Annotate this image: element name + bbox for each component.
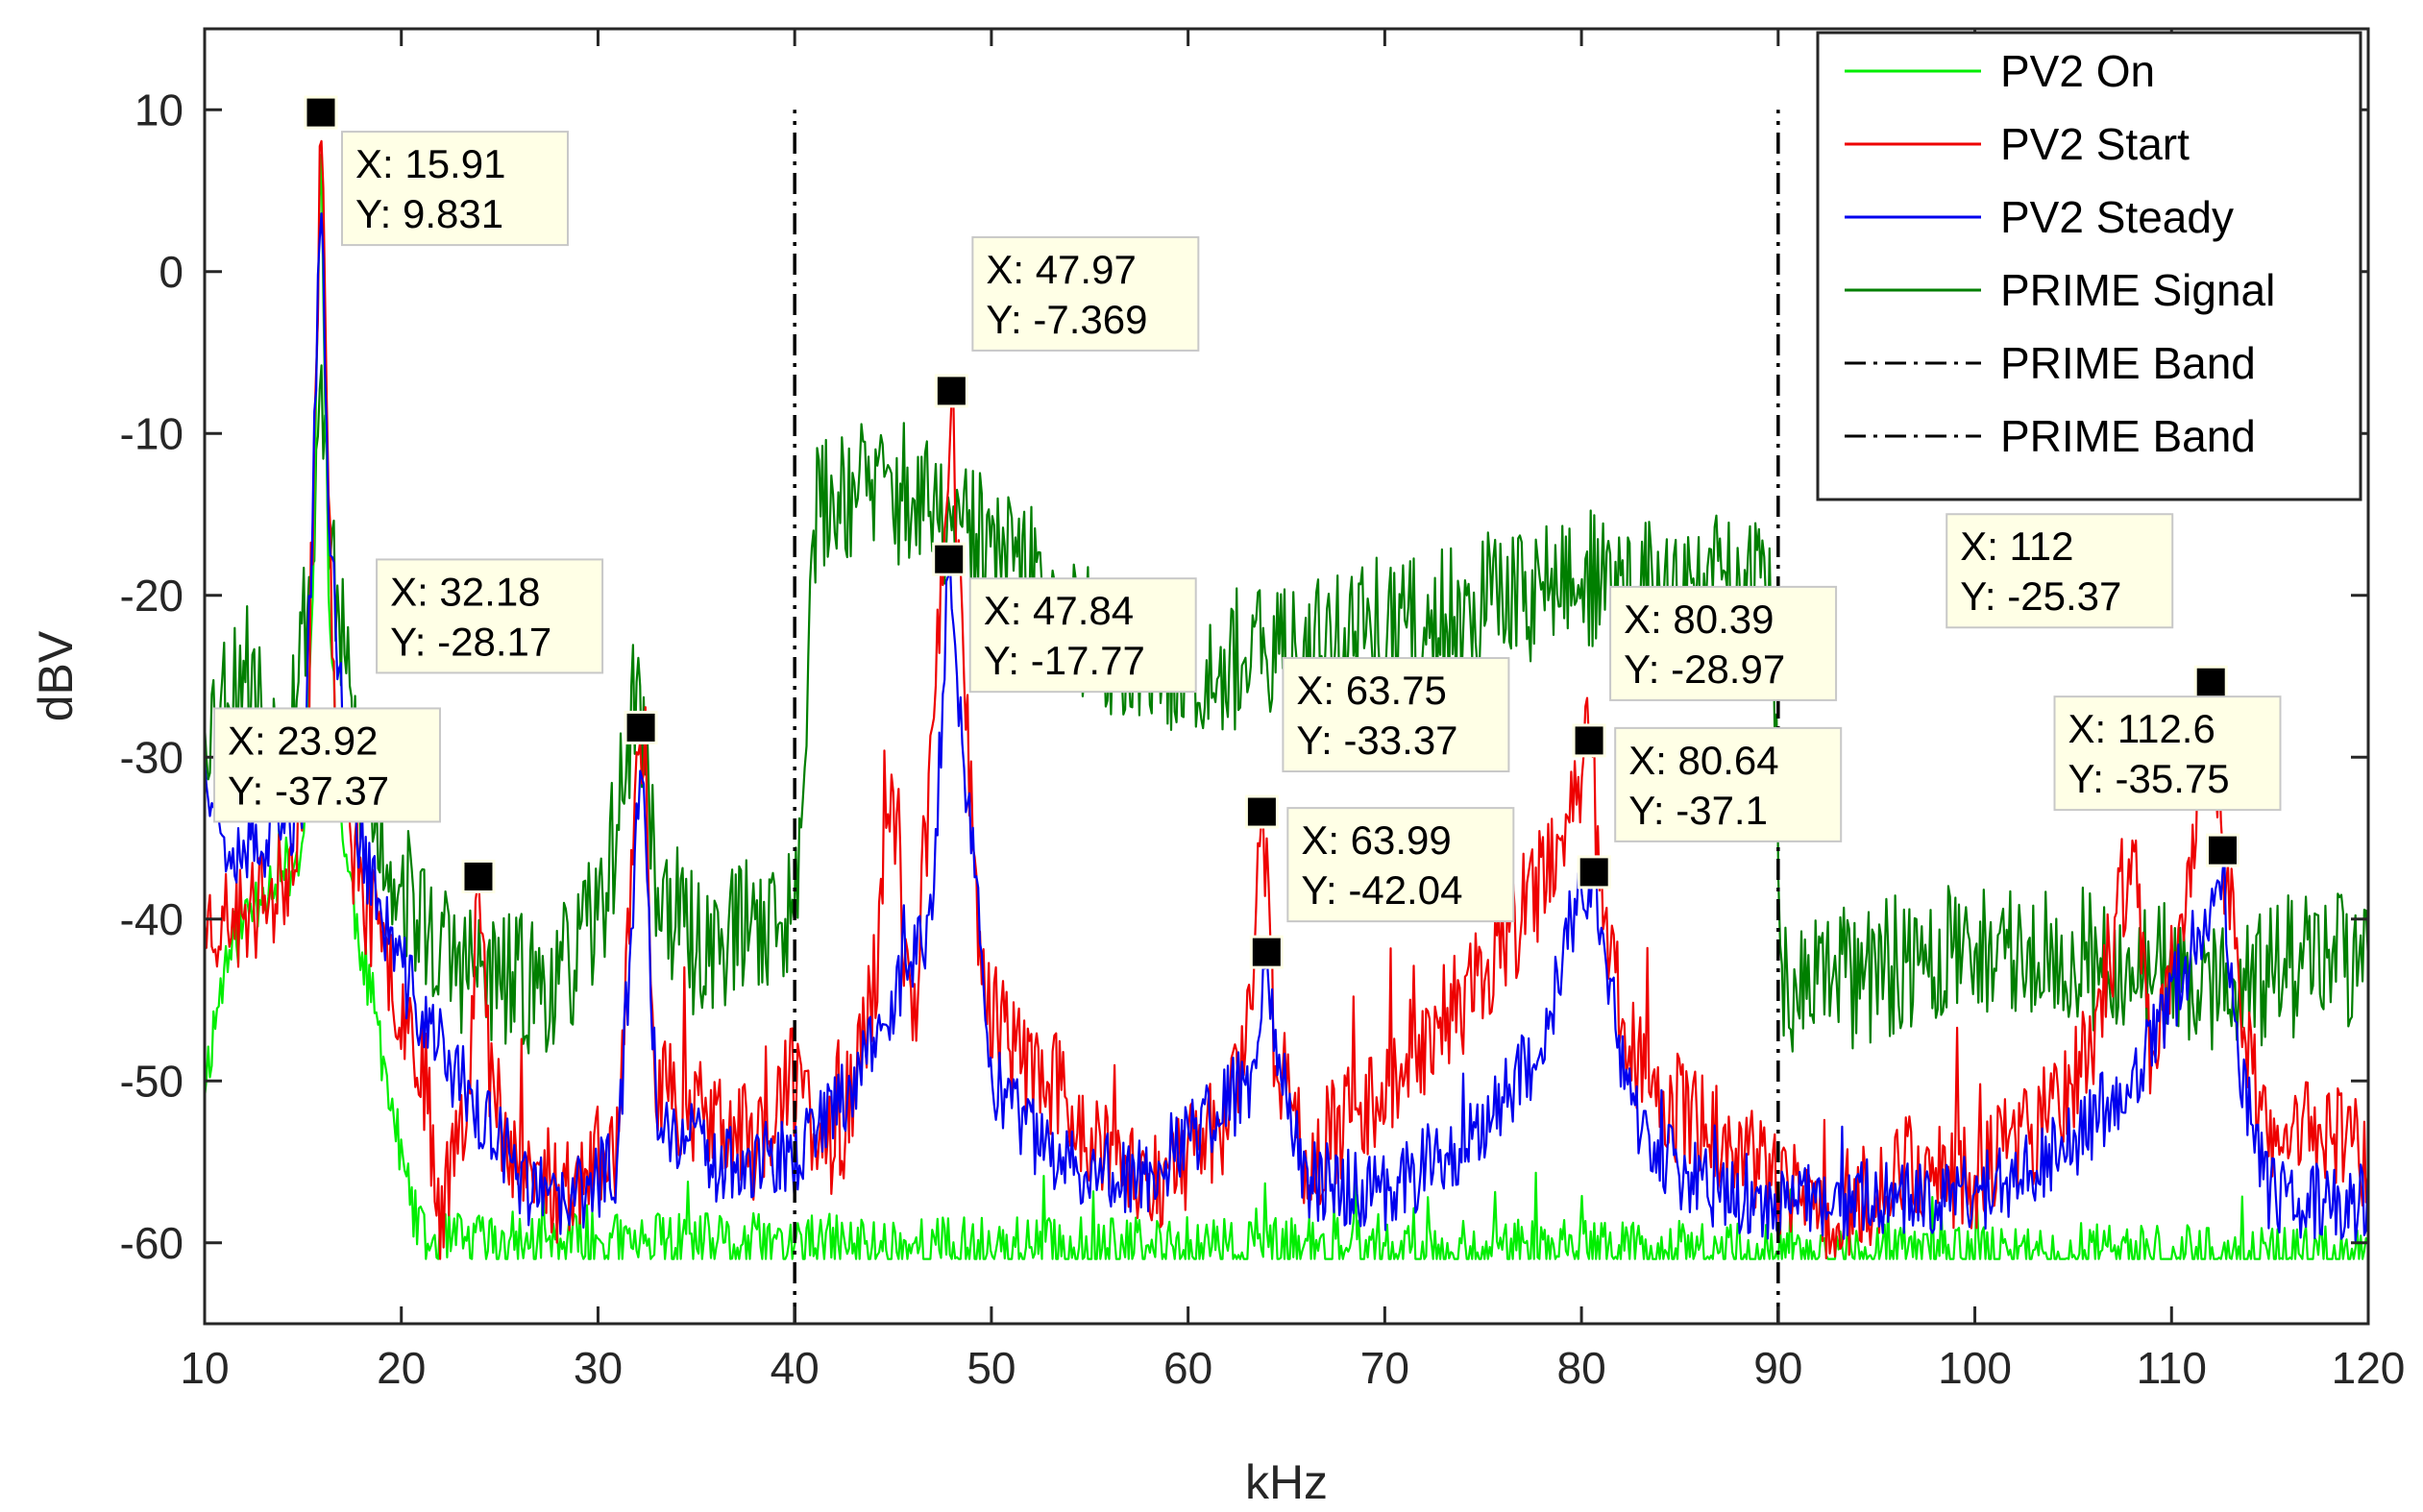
- legend-label: PRIME Band: [2000, 411, 2256, 461]
- datatip-box: [1946, 513, 2174, 629]
- y-tick-label: -40: [120, 894, 184, 944]
- legend: PV2 On PV2 Start PV2 Steady PRIME Signal PRI…: [1816, 31, 2362, 501]
- datatip-y-label: Y: -35.75: [2068, 756, 2230, 801]
- datatip[interactable]: X: 63.99Y: -42.04: [1249, 807, 1515, 969]
- datatip-box: [1609, 585, 1838, 701]
- datatip-y-label: Y: -42.04: [1301, 867, 1462, 913]
- datatip-x-label: X: 32.18: [390, 569, 540, 614]
- datatip-box: [1282, 657, 1510, 773]
- datatip[interactable]: X: 15.91 Y: 9.831: [304, 95, 569, 247]
- datatip-marker[interactable]: [1244, 794, 1279, 829]
- datatip[interactable]: X: 32.18 Y: -28.17: [376, 558, 658, 744]
- datatip-y-label: Y: -28.17: [390, 619, 551, 664]
- x-tick-label: 60: [1163, 1343, 1212, 1393]
- datatip-x-label: X: 112: [1960, 524, 2073, 569]
- datatip-x-label: X: 63.75: [1296, 668, 1446, 713]
- y-tick-label: -10: [120, 408, 184, 458]
- datatip[interactable]: X: 80.39Y: -28.97: [1572, 585, 1838, 758]
- datatip-x-label: X: 23.92: [228, 718, 378, 763]
- y-tick-label: 10: [135, 85, 184, 134]
- datatip[interactable]: X: 80.64 Y: -37.1: [1577, 726, 1843, 890]
- ticks-layer: 10 20 30 40 50 60 70 80 90 100 110 120100-10-20-30-…: [120, 29, 2406, 1393]
- datatip-marker[interactable]: [932, 542, 967, 576]
- datatip-y-label: Y: -37.37: [228, 768, 389, 813]
- legend-label: PV2 Steady: [2000, 192, 2234, 242]
- datatip-box: [376, 558, 604, 674]
- x-axis-title: kHz: [1245, 1455, 1328, 1509]
- datatip-box: [968, 577, 1197, 694]
- x-tick-label: 80: [1557, 1343, 1606, 1393]
- datatip-box: [971, 235, 1200, 352]
- datatip-x-label: X: 80.64: [1628, 738, 1778, 783]
- datatip-marker[interactable]: [1577, 855, 1611, 890]
- datatip-y-label: Y: -17.77: [984, 638, 1145, 683]
- x-tick-label: 10: [180, 1343, 229, 1393]
- y-tick-label: -30: [120, 732, 184, 782]
- x-tick-label: 100: [1938, 1343, 2012, 1393]
- x-tick-label: 90: [1753, 1343, 1802, 1393]
- datatip-x-label: X: 47.84: [984, 588, 1134, 633]
- x-tick-label: 70: [1360, 1343, 1409, 1393]
- datatip-marker[interactable]: [934, 374, 968, 408]
- datatip[interactable]: X: 47.84 Y: -17.77: [932, 542, 1197, 694]
- datatip-x-label: X: 47.97: [986, 247, 1136, 292]
- datatip[interactable]: X: 112.6 Y: -35.75: [2053, 695, 2282, 867]
- datatip-x-label: X: 80.39: [1624, 597, 1774, 642]
- datatip[interactable]: X: 63.75 Y: -33.37: [1244, 657, 1510, 829]
- y-tick-label: 0: [159, 247, 184, 297]
- datatip-box: [2053, 695, 2282, 812]
- plot-frame: [203, 27, 2370, 1326]
- datatip-marker[interactable]: [2206, 833, 2240, 867]
- datatip-y-label: Y: -25.37: [1960, 573, 2121, 619]
- datatip-marker[interactable]: [304, 95, 338, 130]
- datatip-marker[interactable]: [2193, 665, 2228, 699]
- datatip-box: [340, 131, 569, 247]
- series-line-pv2-steady: [205, 212, 2368, 1242]
- series-layer: [205, 110, 2368, 1324]
- datatip[interactable]: X: 23.92 Y: -37.37: [212, 707, 496, 893]
- legend-label: PV2 Start: [2000, 119, 2190, 169]
- x-tick-label: 50: [967, 1343, 1016, 1393]
- datatip-marker[interactable]: [1249, 935, 1284, 969]
- datatip-y-label: Y: 9.831: [355, 191, 503, 236]
- x-tick-label: 30: [574, 1343, 623, 1393]
- legend-label: PRIME Signal: [2000, 265, 2275, 315]
- annotation-layer: X: 15.91 Y: 9.831 X: 23.92 Y: -37.37 X: 32.1…: [212, 95, 2282, 969]
- datatip-box: [1286, 807, 1515, 923]
- datatip-marker[interactable]: [1572, 723, 1606, 758]
- datatip-marker[interactable]: [624, 710, 658, 744]
- datatip-box: [212, 707, 441, 823]
- datatip-y-label: Y: -37.1: [1628, 788, 1768, 833]
- datatip-y-label: Y: -7.369: [986, 297, 1147, 342]
- datatip-box: [1614, 726, 1843, 842]
- x-tick-label: 20: [377, 1343, 426, 1393]
- legend-box: [1816, 31, 2362, 501]
- x-tick-label: 40: [771, 1343, 820, 1393]
- datatip-x-label: X: 112.6: [2068, 706, 2215, 751]
- datatip-y-label: Y: -33.37: [1296, 718, 1457, 763]
- datatip[interactable]: X: 47.97 Y: -7.369: [934, 235, 1200, 408]
- y-tick-label: -50: [120, 1056, 184, 1106]
- series-line-pv2-on: [205, 153, 2368, 1260]
- y-tick-label: -20: [120, 571, 184, 621]
- x-tick-label: 110: [2137, 1343, 2207, 1393]
- y-tick-label: -60: [120, 1218, 184, 1268]
- datatip-y-label: Y: -28.97: [1624, 646, 1785, 692]
- y-axis-title: dBV: [29, 630, 83, 721]
- x-tick-label: 120: [2332, 1343, 2406, 1393]
- legend-label: PV2 On: [2000, 46, 2155, 96]
- datatip-x-label: X: 15.91: [355, 141, 505, 186]
- legend-label: PRIME Band: [2000, 338, 2256, 388]
- datatip-x-label: X: 63.99: [1301, 817, 1451, 863]
- datatip-marker[interactable]: [461, 859, 496, 893]
